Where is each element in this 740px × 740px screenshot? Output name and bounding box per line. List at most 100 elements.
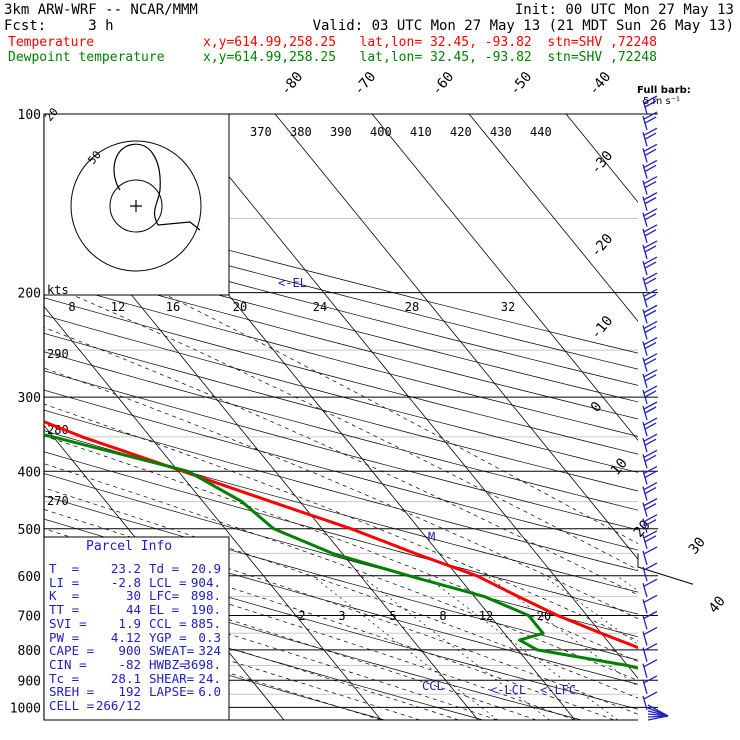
wind-barb [642,240,658,260]
isotherm-label: -50 [507,69,536,99]
pressure-label: 800 [18,644,41,659]
isotherm-label: -40 [586,69,615,99]
parcel-param-label: SWEAT= [149,643,195,659]
dewpoint-location: x,y=614.99,258.25 lat,lon= 32.45, -93.82… [203,50,657,65]
moist-adiabat [44,487,638,699]
parcel-param-label: LFC= [149,588,180,604]
parcel-param-label: YGP = [149,629,187,645]
isotherm-line [274,114,638,560]
wind-barb-flag [643,288,658,297]
parcel-param-value: 1.9 [118,615,141,631]
hodograph-speed-label: 12 [111,300,125,314]
dry-adiabat [44,247,638,403]
parcel-param-label: SVI = [49,615,87,631]
wind-barb [642,320,658,340]
full-barb-units: 5 m s⁻¹ [643,96,680,107]
theta-label: 290 [47,347,69,361]
parcel-param-value: 28.1 [110,670,141,686]
pressure-label: 300 [18,391,41,406]
wind-barb-flag [644,503,657,511]
wind-barb [642,304,658,324]
isotherm-label: -10 [588,313,617,343]
wind-barb [642,433,658,453]
hodograph-speed-label: 32 [501,300,515,314]
wind-barb-flag [643,481,658,491]
dewpoint-legend: Dewpoint temperature [8,50,165,65]
wind-barb [642,594,658,614]
mixing-ratio-label: 8 [439,609,446,623]
wind-barb-flag [644,148,657,156]
wind-barb-flag [643,304,658,313]
dry-adiabat [44,430,638,593]
parcel-param-label: CELL = [49,698,95,713]
wind-barb [642,643,658,662]
hodograph-speed-label: 20 [233,300,247,314]
model-title: 3km ARW-WRF -- NCAR/MMM [4,2,198,18]
wind-barb [642,192,658,211]
hodograph-speed-label: 28 [405,300,419,314]
wind-barb-flag [643,320,658,330]
wind-barb-flag [644,438,657,446]
parcel-param-label: CIN = [49,656,87,672]
mixing-ratio-label: 5 [389,609,396,623]
pressure-label: 600 [18,570,41,585]
wind-barb-staff [642,695,648,711]
mixing-ratio-label: 20 [537,609,551,623]
wind-barb-flag [643,111,658,120]
parcel-param-value: 192 [118,684,141,700]
parcel-param-value: 23.2 [110,561,141,576]
wind-barb [642,288,658,308]
wind-barb [642,691,658,711]
wind-barb [642,272,658,292]
wind-barb-flag [643,401,658,410]
wind-barb-flag [643,159,658,168]
wind-barb-flag [644,293,657,301]
moist-adiabat [44,327,638,596]
wind-barb-flag [644,486,657,495]
parcel-param-value: -82 [118,656,141,672]
moist-adiabat [44,435,638,662]
theta-label: 430 [490,125,512,139]
wind-barb [642,143,658,163]
dry-adiabat [44,332,638,492]
wind-barb-flag [643,369,658,378]
wind-barb [642,175,658,195]
wind-barb [642,417,658,437]
wind-barb-flag [643,143,658,152]
isotherm-line [44,305,382,720]
parcel-param-value: 20.9 [190,561,221,576]
wind-barb [642,449,658,469]
wind-barb [642,562,658,582]
parcel-param-value: 24. [198,670,221,686]
theta-label: 420 [450,125,472,139]
mixing-ratio-line [360,575,550,720]
theta-label: 270 [47,494,69,508]
parcel-param-value: 4.12 [110,629,141,645]
pressure-label: 400 [18,465,41,480]
wind-barb-flag [643,224,658,233]
dry-adiabat [44,592,483,720]
mixing-ratio-line [312,575,499,720]
wind-barb-staff [642,115,648,131]
wind-barb [642,626,658,646]
wind-barb-flag [643,272,658,281]
dry-adiabat [44,314,638,473]
parcel-param-value: 0.3 [198,629,221,645]
parcel-param-label: SREH = [49,684,95,700]
wind-barb [642,401,658,421]
parcel-param-label: EL = [149,602,180,618]
wind-barb-flag [643,514,658,523]
isotherm-line [371,114,638,441]
wind-barb [642,465,658,485]
parcel-param-value: 6.0 [198,684,221,700]
wind-barb-flag [643,240,658,249]
parcel-param-value: -2.8 [110,574,141,590]
wind-barb [642,481,658,501]
wind-barb-flag [643,192,658,201]
lcl-label: <-LCL [490,683,526,697]
lfc-label: <-LFC [540,683,576,697]
parcel-param-value: 266/12 [95,698,141,713]
wind-barb-flag [643,417,658,426]
parcel-param-value: 324 [198,643,221,659]
